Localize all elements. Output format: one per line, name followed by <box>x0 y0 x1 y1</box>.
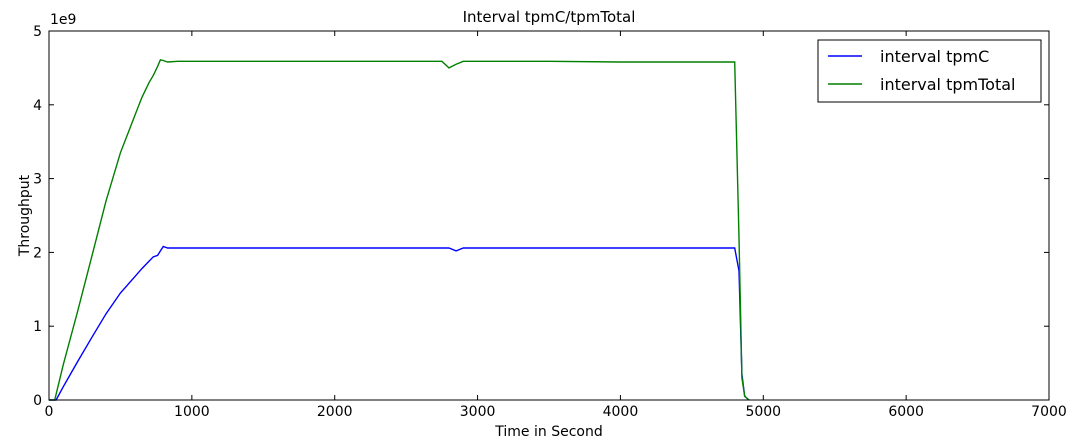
x-tick-label: 3000 <box>460 404 496 420</box>
y-tick-label: 5 <box>33 24 42 40</box>
y-tick-label: 4 <box>33 98 42 114</box>
y-axis-multiplier-label: 1e9 <box>50 12 76 28</box>
legend-label-2: interval tpmTotal <box>880 75 1015 94</box>
x-tick-label: 4000 <box>603 404 639 420</box>
series-line-1 <box>49 245 750 401</box>
legend-label-1: interval tpmC <box>880 47 989 66</box>
y-axis-title: Throughput <box>17 174 33 257</box>
series-line-2 <box>49 58 750 401</box>
x-tick-label: 6000 <box>888 404 924 420</box>
y-tick-label: 2 <box>33 245 42 261</box>
x-tick-label: 1000 <box>174 404 210 420</box>
chart-title: Interval tpmC/tpmTotal <box>463 8 636 26</box>
ticks-layer: 0 1000 2000 3000 4000 5000 6000 7000 0 1 2 3 4 5 <box>33 24 1067 420</box>
x-axis-title: Time in Second <box>494 424 602 440</box>
series-layer <box>49 58 750 401</box>
x-tick-label: 0 <box>45 404 54 420</box>
y-tick-label: 3 <box>33 172 42 188</box>
legend-box <box>817 39 1042 103</box>
plot-frame <box>48 30 1050 401</box>
legend: interval tpmC interval tpmTotal <box>817 39 1042 103</box>
y-tick-label: 1 <box>33 319 42 335</box>
x-tick-label: 5000 <box>745 404 781 420</box>
x-tick-label: 7000 <box>1031 404 1067 420</box>
x-tick-label: 2000 <box>317 404 353 420</box>
y-tick-label: 0 <box>33 393 42 409</box>
